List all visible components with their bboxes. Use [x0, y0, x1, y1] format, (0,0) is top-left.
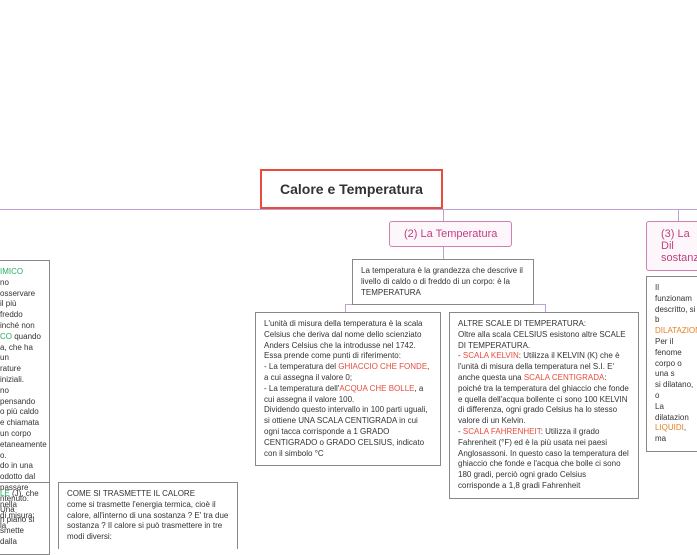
desc-temperatura: La temperatura è la grandezza che descri…	[352, 259, 534, 305]
transmit-title: COME SI TRASMETTE IL CALORE	[67, 489, 195, 498]
d-c: DILATAZION	[655, 326, 697, 335]
l2a: LE	[0, 489, 10, 498]
altre-d3: : Utilizza il grado Fahrenheit (°F) ed è…	[458, 427, 629, 490]
l2b: (J), che	[10, 489, 39, 498]
celsius-acqua: ACQUA CHE BOLLE	[339, 384, 414, 393]
connector-left-box-v	[345, 304, 346, 312]
altre-intro: Oltre alla scala CELSIUS esistono altre …	[458, 330, 626, 350]
title-main: Calore e Temperatura	[260, 169, 443, 209]
l2c: nella	[0, 500, 17, 509]
box-celsius: L'unità di misura della temperatura è la…	[255, 312, 441, 466]
l1f: quando	[12, 332, 41, 341]
l1d: inché non	[0, 321, 35, 330]
box-trasmette: COME SI TRASMETTE IL CALORE come si tras…	[58, 482, 238, 549]
connector-sub2-v	[443, 209, 444, 221]
l1a: IMICO	[0, 267, 23, 276]
celsius-c1: - La temperatura dell'	[264, 384, 339, 393]
l1k: e chiamata	[0, 418, 39, 427]
d-f: si dilatano, o	[655, 380, 693, 400]
d-h: LIQUIDI	[655, 423, 684, 432]
d-a: Il funzionam	[655, 283, 692, 303]
altre-title: ALTRE SCALE DI TEMPERATURA:	[458, 319, 586, 328]
celsius-d: Dividendo questo intervallo in 100 parti…	[264, 405, 428, 457]
sub-temperatura[interactable]: (2) La Temperatura	[389, 221, 512, 247]
d-e: corpo o una s	[655, 359, 682, 379]
d-g: La dilatazion	[655, 402, 689, 422]
l1n: o.	[0, 451, 7, 460]
l1l: un corpo	[0, 429, 31, 438]
l1j: o più caldo	[0, 407, 39, 416]
celsius-intro: L'unità di misura della temperatura è la…	[264, 319, 423, 360]
l1p: odotto dal	[0, 472, 35, 481]
celsius-b1: - La temperatura del	[264, 362, 338, 371]
altre-kelvin: SCALA KELVIN	[463, 351, 519, 360]
sub3-line1: (3) La Dil	[661, 228, 690, 252]
l1g: a, che ha un	[0, 343, 33, 363]
l1i: no pensando	[0, 386, 35, 406]
altre-centigrada: SCALA CENTIGRADA	[524, 373, 604, 382]
d-b: descritto, si b	[655, 305, 695, 325]
l1h: rature iniziali.	[0, 364, 24, 384]
box-altre-scale: ALTRE SCALE DI TEMPERATURA: Oltre alla s…	[449, 312, 639, 499]
sub3-line2: sostanze	[661, 252, 697, 264]
d-d: Per il fenome	[655, 337, 682, 357]
box-dilatazione-partial: Il funzionam descritto, si b DILATAZION …	[646, 276, 697, 452]
box-joule-partial: LE (J), che nella di misura: la	[0, 482, 50, 538]
connector-sub3-v	[678, 209, 679, 221]
transmit-body: come si trasmette l'energia termica, cio…	[67, 500, 228, 541]
connector-main-h	[0, 209, 697, 210]
l2d: di misura: la	[0, 511, 35, 531]
l1m: etaneamente	[0, 440, 47, 449]
altre-fahrenheit: SCALA FAHRENHEIT	[463, 427, 541, 436]
l1o: do in una	[0, 461, 33, 470]
sub-dilatazione[interactable]: (3) La Dil sostanze	[646, 221, 697, 271]
l1c: il più freddo	[0, 299, 23, 319]
l1b: no osservare	[0, 278, 35, 298]
connector-right-box-v	[545, 304, 546, 312]
celsius-ghiaccio: GHIACCIO CHE FONDE	[338, 362, 427, 371]
l1e: CO	[0, 332, 12, 341]
